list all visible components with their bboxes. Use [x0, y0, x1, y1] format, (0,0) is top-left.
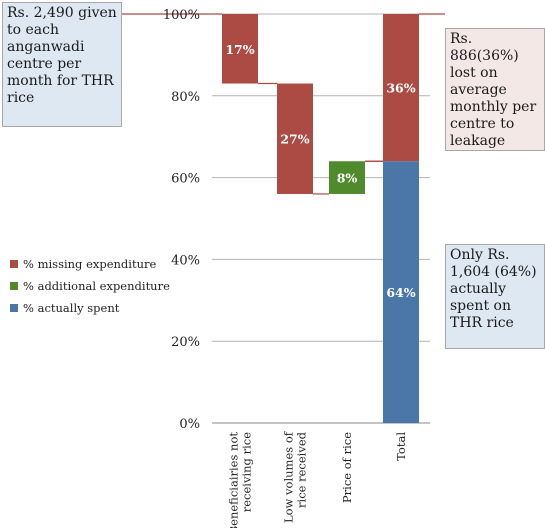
- bar-missing: [277, 83, 313, 194]
- y-axis-ticks: 0% 20% 40% 60% 80% 100%: [163, 8, 200, 432]
- x-tick-label: receiving rice: [240, 432, 254, 512]
- legend-item-spent: % actually spent: [10, 297, 170, 319]
- bar-additional: [329, 161, 365, 194]
- x-tick-label: Low volumes of: [282, 431, 296, 523]
- legend-label-spent: % actually spent: [23, 301, 120, 315]
- bar-missing: [383, 14, 419, 162]
- bar-labels: 17% 27% 8% 36% 64%: [225, 42, 415, 300]
- y-tick-label: 60%: [171, 172, 200, 187]
- legend-label-additional: % additional expenditure: [23, 279, 170, 293]
- y-tick-label: 20%: [171, 335, 200, 350]
- callout-actually-spent: Only Rs. 1,604 (64%) actually spent on T…: [445, 244, 545, 349]
- legend-swatch-additional: [10, 282, 18, 290]
- x-tick-label: Beneficiairies not: [227, 432, 241, 528]
- bar-missing: [222, 14, 258, 84]
- callout-leakage: Rs. 886(36%) lost on average monthly per…: [445, 28, 545, 151]
- legend: % missing expenditure % additional expen…: [10, 253, 170, 319]
- bar-value-label: 36%: [386, 81, 415, 96]
- x-axis-ticks: Beneficiairies not receiving rice Low volu…: [227, 431, 409, 528]
- x-tick-label: rice received: [295, 431, 309, 508]
- legend-swatch-missing: [10, 260, 18, 268]
- legend-swatch-spent: [10, 304, 18, 312]
- bar-value-label: 64%: [386, 285, 415, 300]
- bar-value-label: 8%: [337, 171, 358, 186]
- y-tick-label: 40%: [171, 253, 200, 268]
- x-tick-label: Price of rice: [340, 432, 354, 503]
- x-tick-label: Total: [394, 432, 408, 461]
- legend-label-missing: % missing expenditure: [23, 257, 157, 271]
- bar-value-label: 17%: [225, 42, 254, 57]
- legend-item-missing: % missing expenditure: [10, 253, 170, 275]
- y-tick-label: 100%: [163, 8, 200, 23]
- bar-value-label: 27%: [280, 132, 309, 147]
- callout-amount-given: Rs. 2,490 given to each anganwadi centre…: [2, 2, 122, 127]
- bar-spent: [383, 161, 419, 424]
- y-tick-label: 80%: [171, 90, 200, 105]
- connector-lines: [122, 13, 445, 195]
- y-tick-label: 0%: [179, 417, 200, 432]
- legend-item-additional: % additional expenditure: [10, 275, 170, 297]
- chart-bars: [222, 14, 419, 424]
